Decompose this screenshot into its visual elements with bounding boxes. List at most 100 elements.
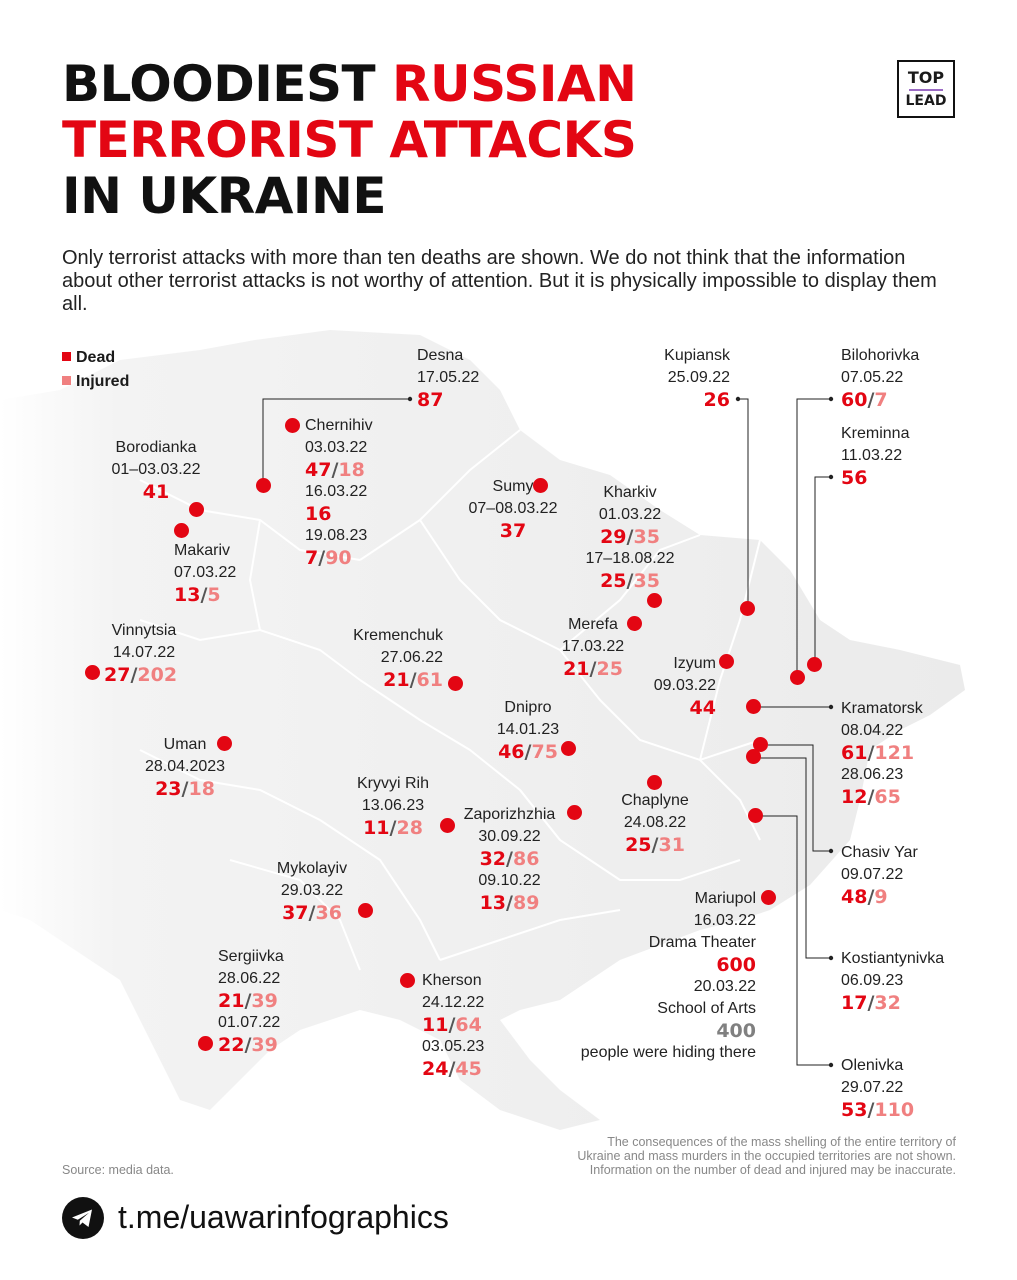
event-date: 14.07.22	[112, 644, 176, 661]
label-kremenchuk: Kremenchuk 27.06.22 21/61	[300, 625, 443, 691]
label-borodianka: Borodianka 01–03.03.22 41	[96, 437, 216, 503]
label-kupiansk: Kupiansk 25.09.22 26	[630, 345, 730, 411]
event-date: 25.09.22	[667, 369, 730, 386]
injured-count: 89	[512, 892, 540, 914]
logo-divider	[909, 89, 943, 91]
label-kramatorsk: Kramatorsk 08.04.22 61/121 28.06.23 12/6…	[841, 700, 923, 808]
dot-uman	[217, 736, 232, 751]
city-name: Izyum	[673, 655, 716, 672]
event-date: 27.06.22	[380, 649, 443, 666]
dot-kramatorsk	[746, 699, 761, 714]
city-name: Kostiantynivka	[841, 950, 945, 967]
dot-chasiv-yar	[753, 737, 768, 752]
event-date: 09.10.22	[478, 872, 541, 889]
disclaimer-line: The consequences of the mass shelling of…	[607, 1135, 956, 1149]
label-izyum: Izyum 09.03.22 44	[640, 653, 716, 719]
ukraine-map	[0, 330, 965, 1130]
label-kostiantynivka: Kostiantynivka 06.09.23 17/32	[841, 950, 945, 1014]
city-name: Chaplyne	[621, 792, 689, 809]
event-date: 30.09.22	[478, 828, 541, 845]
city-name: Kupiansk	[664, 347, 730, 364]
city-name: Dnipro	[504, 699, 552, 716]
dead-count: 48	[841, 886, 868, 908]
dead-count: 46	[498, 741, 525, 763]
dead-count: 32	[479, 848, 507, 870]
injured-count: 75	[531, 741, 558, 763]
city-name: Uman	[163, 736, 207, 753]
dot-olenivka	[748, 808, 763, 823]
label-kryvyi-rih: Kryvyi Rih 13.06.23 11/28	[340, 773, 446, 839]
legend-injured-label: Injured	[76, 373, 130, 390]
event-date: 09.03.22	[653, 677, 716, 694]
injured-count: 5	[207, 584, 221, 606]
injured-count: 39	[251, 1034, 278, 1056]
dot-makariv	[174, 523, 189, 538]
telegram-link[interactable]: t.me/uawarinfographics	[118, 1199, 449, 1235]
dead-count: 44	[689, 697, 716, 719]
city-name: Desna	[417, 347, 464, 364]
event-date: 03.05.23	[422, 1038, 485, 1055]
label-sergiivka: Sergiivka 28.06.22 21/39 01.07.22 22/39	[218, 948, 284, 1056]
dot-kostiantynivka	[746, 749, 761, 764]
dead-count: 24	[422, 1058, 449, 1080]
event-date: 01.07.22	[218, 1014, 281, 1031]
telegram-icon[interactable]	[62, 1197, 104, 1239]
city-name: Mariupol	[694, 890, 756, 907]
event-date: 14.01.23	[496, 721, 560, 738]
dead-count: 37	[499, 520, 527, 542]
dot-mariupol	[761, 890, 776, 905]
page-title: BLOODIEST RUSSIAN TERRORIST ATTACKS IN U…	[62, 56, 862, 224]
injured-count: 18	[188, 778, 215, 800]
title-line1-red: RUSSIAN	[392, 55, 637, 113]
label-mykolayiv: Mykolayiv 29.03.22 37/36	[262, 858, 362, 924]
event-date: 16.03.22	[305, 483, 368, 500]
injured-count: 61	[416, 669, 443, 691]
title-line3: IN UKRAINE	[62, 167, 387, 225]
event-date: 07.03.22	[174, 564, 237, 581]
dead-count: 21	[218, 990, 245, 1012]
disclaimer-line: Information on the number of dead and in…	[589, 1163, 956, 1177]
city-name: Merefa	[568, 616, 618, 633]
title-line2: TERRORIST ATTACKS	[62, 111, 637, 169]
city-name: Kherson	[422, 972, 482, 989]
dot-desna	[256, 478, 271, 493]
injured-count: 121	[874, 742, 915, 764]
event-date: 24.08.22	[623, 814, 687, 831]
injured-count: 28	[396, 817, 423, 839]
event-date: 01.03.22	[598, 506, 662, 523]
label-merefa: Merefa 17.03.22 21/25	[548, 614, 638, 680]
source-note: Source: media data.	[62, 1163, 174, 1177]
legend-dead: Dead	[62, 346, 129, 370]
injured-count: 39	[251, 990, 278, 1012]
dot-kremenchuk	[448, 676, 463, 691]
event-date: 03.03.22	[305, 439, 368, 456]
injured-count: 7	[874, 389, 888, 411]
event-date: 01–03.03.22	[111, 461, 201, 478]
injured-count: 45	[455, 1058, 482, 1080]
city-name: Bilohorivka	[841, 347, 920, 364]
city-name: Borodianka	[115, 439, 197, 456]
toplead-logo: TOP LEAD	[897, 60, 955, 118]
dead-count: 61	[841, 742, 868, 764]
injured-count: 86	[512, 848, 540, 870]
dot-vinnytsia	[85, 665, 100, 680]
dot-merefa	[627, 616, 642, 631]
city-name: Sumy	[492, 478, 534, 495]
dot-chernihiv	[285, 418, 300, 433]
injured-count: 25	[596, 658, 623, 680]
injured-count: 31	[658, 834, 685, 856]
dot-sumy	[533, 478, 548, 493]
injured-count: 202	[137, 664, 178, 686]
injured-count: 36	[315, 902, 342, 924]
dead-count: 37	[282, 902, 309, 924]
city-name: Kreminna	[841, 425, 910, 442]
event-date: 16.03.22	[693, 912, 756, 929]
label-bilohorivka: Bilohorivka 07.05.22 60/7	[841, 347, 920, 411]
legend: Dead Injured	[62, 346, 129, 394]
label-zaporizhzhia: Zaporizhzhia 30.09.22 32/86 09.10.22 13/…	[452, 804, 567, 914]
injured-count: 110	[874, 1099, 915, 1121]
label-kherson: Kherson 24.12.22 11/64 03.05.23 24/45	[422, 972, 485, 1080]
injured-count: 9	[874, 886, 888, 908]
dead-count: 41	[142, 481, 170, 503]
city-name: Kryvyi Rih	[356, 775, 429, 792]
